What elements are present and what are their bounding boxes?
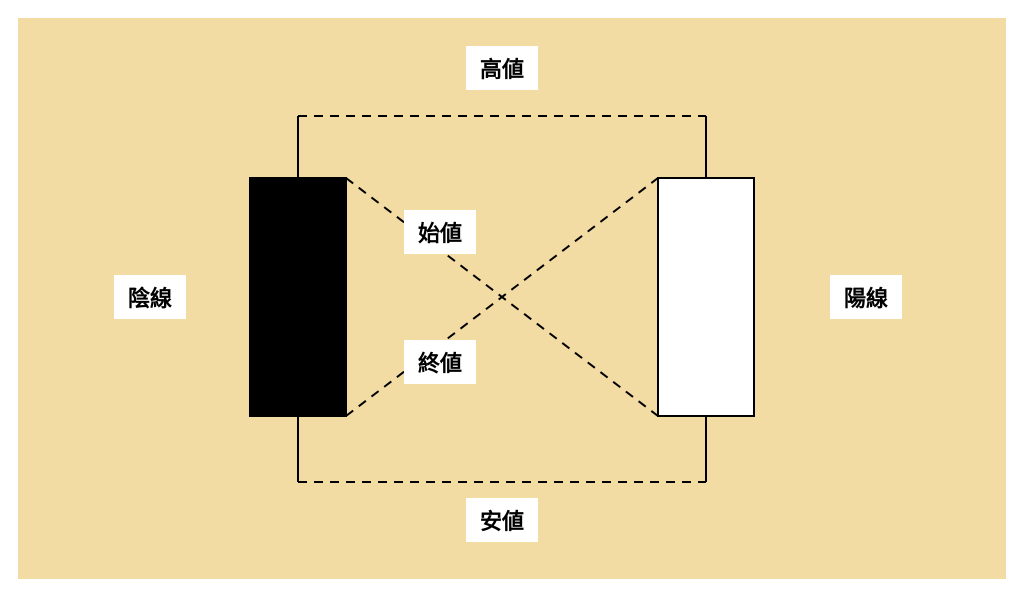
label-high: 高値 — [466, 46, 538, 90]
page-root: 高値 安値 始値 終値 陰線 陽線 — [0, 0, 1024, 597]
label-bearish: 陰線 — [114, 275, 186, 319]
label-close: 終値 — [404, 340, 476, 384]
label-bullish: 陽線 — [830, 275, 902, 319]
label-low: 安値 — [466, 498, 538, 542]
label-open: 始値 — [404, 210, 476, 254]
